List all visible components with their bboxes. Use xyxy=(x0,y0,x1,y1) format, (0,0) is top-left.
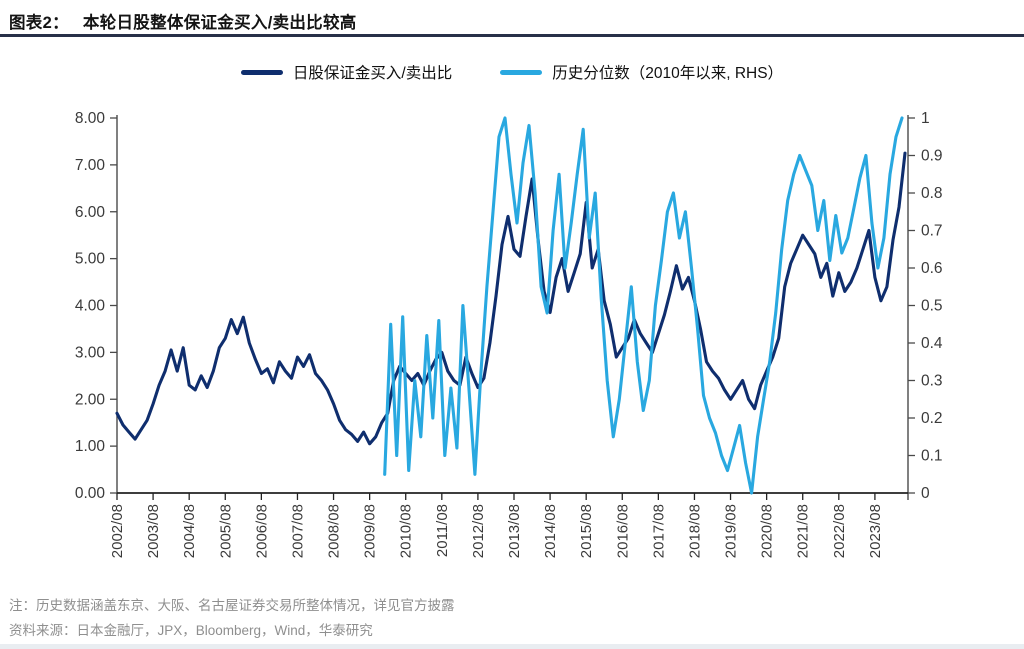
y-axis-left-tick-label: 3.00 xyxy=(75,344,106,361)
title-divider xyxy=(0,34,1024,37)
figure-number-label: 图表2： xyxy=(9,14,69,32)
y-axis-right-tick-label: 0.6 xyxy=(921,260,943,277)
chart-note: 注：历史数据涵盖东京、大阪、名古屋证券交易所整体情况，详见官方披露 xyxy=(9,598,455,613)
y-axis-right-tick-label: 0.3 xyxy=(921,373,943,390)
y-axis-left-tick-label: 0.00 xyxy=(75,485,106,502)
x-tick-label: 2012/08 xyxy=(470,504,487,558)
y-axis-right-tick-label: 0.7 xyxy=(921,223,943,240)
chart-source: 资料来源：日本金融厅，JPX，Bloomberg，Wind，华泰研究 xyxy=(9,623,373,638)
y-axis-left-tick-label: 7.00 xyxy=(75,157,106,174)
y-axis-left-tick-label: 2.00 xyxy=(75,391,106,408)
y-axis-left-tick-label: 6.00 xyxy=(75,204,106,221)
x-tick-label: 2017/08 xyxy=(650,504,667,558)
y-axis-left-tick-label: 4.00 xyxy=(75,298,106,315)
legend-label-percentile: 历史分位数（2010年以来, RHS） xyxy=(552,65,784,82)
chart-legend: 日股保证金买入/卖出比 历史分位数（2010年以来, RHS） xyxy=(0,61,1024,83)
y-axis-right-tick-label: 1 xyxy=(921,110,930,127)
y-axis-right-tick-label: 0.5 xyxy=(921,298,943,315)
figure-title: 图表2： 本轮日股整体保证金买入/卖出比较高 xyxy=(9,9,357,33)
x-tick-label: 2009/08 xyxy=(362,504,379,558)
x-tick-label: 2007/08 xyxy=(289,504,306,558)
legend-item-ratio: 日股保证金买入/卖出比 xyxy=(240,61,453,83)
x-tick-label: 2008/08 xyxy=(326,504,343,558)
y-axis-right-tick-label: 0.2 xyxy=(921,410,943,427)
x-tick-label: 2018/08 xyxy=(686,504,703,558)
x-tick-label: 2022/08 xyxy=(831,504,848,558)
x-tick-label: 2014/08 xyxy=(542,504,559,558)
legend-swatch-navy-line xyxy=(240,69,283,75)
y-axis-right-tick-label: 0.9 xyxy=(921,148,943,165)
figure-title-text: 本轮日股整体保证金买入/卖出比较高 xyxy=(82,14,357,32)
x-tick-label: 2019/08 xyxy=(723,504,740,558)
y-axis-right-tick-label: 0.8 xyxy=(921,185,943,202)
legend-swatch-cyan-line xyxy=(500,69,543,75)
x-tick-label: 2015/08 xyxy=(578,504,595,558)
x-tick-label: 2013/08 xyxy=(506,504,523,558)
x-tick-label: 2023/08 xyxy=(867,504,884,558)
page-bottom-edge xyxy=(0,644,1024,649)
x-tick-label: 2006/08 xyxy=(253,504,270,558)
x-tick-label: 2020/08 xyxy=(759,504,776,558)
series-line-percentile xyxy=(383,116,904,495)
y-axis-right-tick-label: 0.4 xyxy=(921,335,943,352)
legend-item-percentile: 历史分位数（2010年以来, RHS） xyxy=(500,61,783,83)
legend-label-ratio: 日股保证金买入/卖出比 xyxy=(292,65,453,82)
x-tick-label: 2005/08 xyxy=(217,504,234,558)
x-tick-label: 2002/08 xyxy=(109,504,126,558)
y-axis-right-tick-label: 0 xyxy=(921,485,930,502)
x-tick-label: 2016/08 xyxy=(614,504,631,558)
x-tick-label: 2010/08 xyxy=(398,504,415,558)
y-axis-right-tick-label: 0.1 xyxy=(921,448,943,465)
x-tick-label: 2021/08 xyxy=(795,504,812,558)
x-tick-label: 2003/08 xyxy=(145,504,162,558)
y-axis-left-tick-label: 5.00 xyxy=(75,251,106,268)
x-tick-label: 2011/08 xyxy=(434,504,451,557)
x-tick-label: 2004/08 xyxy=(181,504,198,558)
y-axis-left-tick-label: 1.00 xyxy=(75,438,106,455)
series-line-margin-ratio xyxy=(115,151,907,446)
y-axis-left-tick-label: 8.00 xyxy=(75,110,106,127)
